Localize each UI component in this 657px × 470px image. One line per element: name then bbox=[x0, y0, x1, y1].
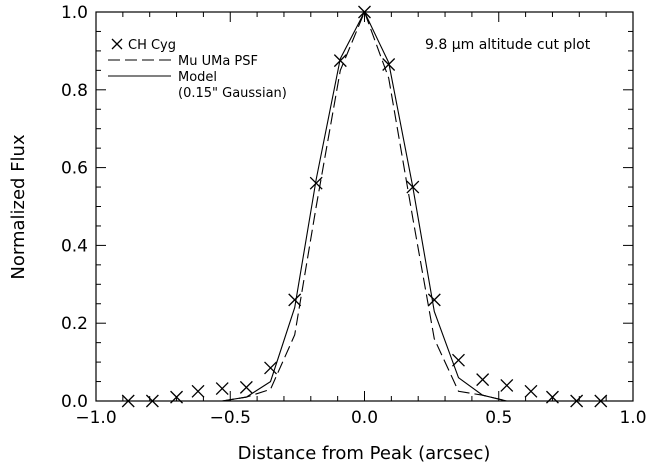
x-tick-label: 0.0 bbox=[351, 408, 378, 428]
legend-label-line2: (0.15" Gaussian) bbox=[178, 86, 287, 101]
x-tick-label: −1.0 bbox=[75, 408, 116, 428]
x-tick-label: 0.5 bbox=[485, 408, 512, 428]
legend-label: CH Cyg bbox=[128, 38, 176, 53]
data-point bbox=[570, 394, 584, 408]
data-point bbox=[264, 361, 277, 375]
data-point bbox=[239, 380, 253, 394]
data-point bbox=[452, 353, 465, 367]
plot-frame bbox=[95, 11, 634, 402]
legend-marker bbox=[111, 38, 123, 50]
data-point bbox=[500, 378, 514, 392]
y-axis-title: Normalized Flux bbox=[8, 134, 29, 280]
data-point bbox=[288, 293, 302, 307]
legend-label: Mu UMa PSF bbox=[178, 54, 258, 69]
data-point bbox=[215, 382, 229, 396]
data-point bbox=[121, 394, 135, 408]
data-point bbox=[524, 384, 538, 398]
y-tick-label: 0.4 bbox=[61, 236, 88, 256]
annotation: 9.8 μm altitude cut plot bbox=[425, 37, 591, 53]
y-tick-label: 0.0 bbox=[61, 392, 88, 412]
data-point bbox=[545, 390, 559, 404]
x-tick-label: 1.0 bbox=[619, 408, 646, 428]
data-point bbox=[170, 390, 184, 404]
legend-label: Model bbox=[178, 70, 217, 85]
data-point bbox=[191, 384, 205, 398]
data-point bbox=[476, 373, 490, 387]
x-tick-label: −0.5 bbox=[210, 408, 251, 428]
x-axis-title: Distance from Peak (arcsec) bbox=[238, 443, 491, 464]
y-tick-label: 1.0 bbox=[61, 3, 88, 23]
y-tick-label: 0.2 bbox=[61, 314, 88, 334]
data-point bbox=[427, 293, 441, 307]
y-tick-label: 0.8 bbox=[61, 81, 88, 101]
data-point bbox=[145, 394, 159, 408]
series-mu-uma-psf-line bbox=[222, 10, 507, 402]
data-point bbox=[594, 394, 608, 408]
series-model-line bbox=[222, 10, 507, 402]
y-tick-label: 0.6 bbox=[61, 159, 88, 179]
